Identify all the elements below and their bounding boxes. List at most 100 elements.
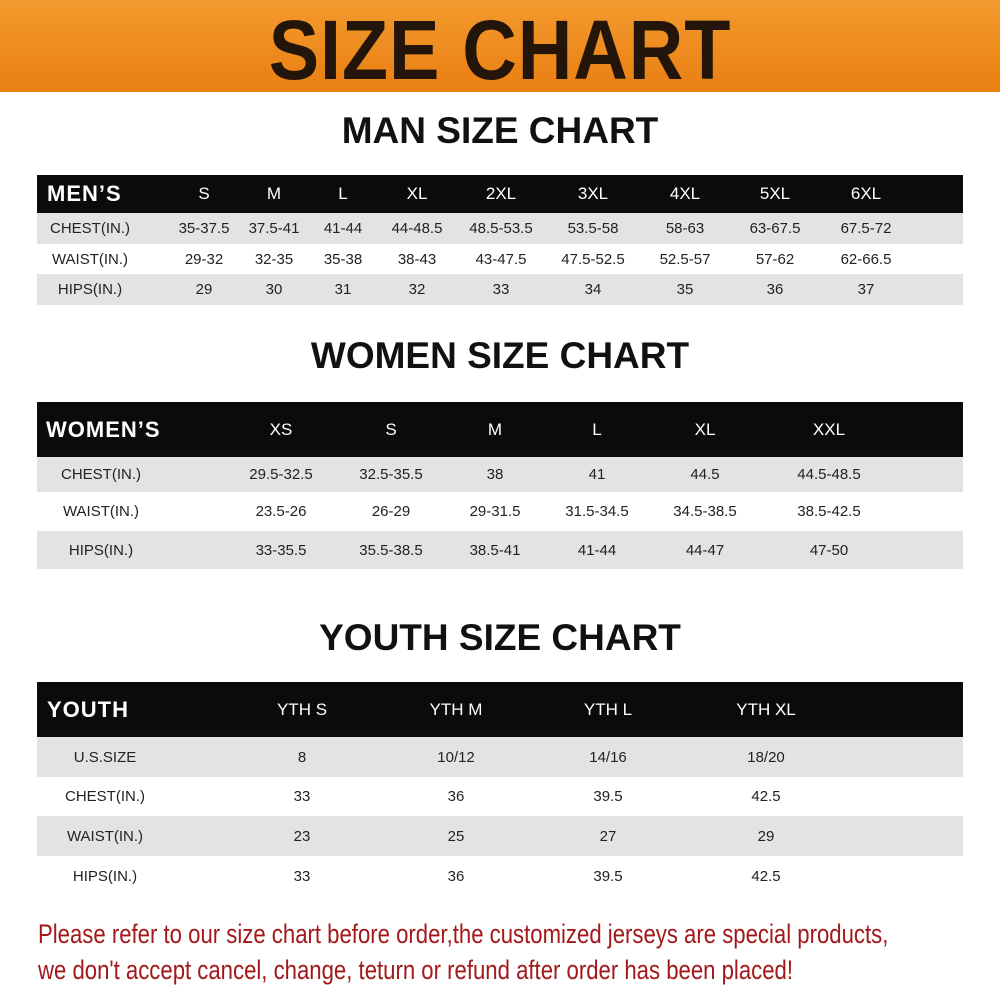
table-cell: 18/20 — [747, 748, 785, 766]
notice-line-2: we don't accept cancel, change, teturn o… — [38, 955, 794, 985]
size-header: XL — [694, 419, 716, 439]
table-cell: 32 — [408, 281, 426, 298]
banner: SIZE CHART — [0, 0, 1000, 97]
table-cell: 48.5-53.5 — [469, 220, 533, 237]
table-cell: 8 — [297, 748, 307, 766]
size-header: M — [266, 184, 282, 203]
size-header: L — [338, 184, 348, 203]
table-cell: 36 — [766, 281, 784, 298]
table-cell: 34.5-38.5 — [673, 503, 737, 520]
table-cell: 39.5 — [593, 867, 623, 885]
table-cell: 26-29 — [371, 503, 411, 520]
table-cell: 33-35.5 — [255, 541, 307, 559]
table-cell: 14/16 — [589, 748, 627, 766]
table-header-row: YOUTH YTH S YTH M YTH L YTH XL — [37, 682, 963, 737]
table-cell: 42.5 — [751, 867, 781, 885]
table-cell: 63-67.5 — [749, 220, 801, 237]
table-cell: 53.5-58 — [567, 220, 619, 237]
table-cell: 29 — [757, 827, 775, 845]
size-header: XS — [269, 419, 293, 439]
table-row: HIPS(IN.) 29 30 31 32 33 34 35 36 37 — [37, 274, 963, 305]
table-cell: 42.5 — [751, 788, 781, 805]
size-header: YTH XL — [736, 699, 796, 719]
table-title: YOUTH — [47, 696, 129, 722]
table-cell: 23 — [293, 827, 311, 845]
table-cell: 32.5-35.5 — [359, 466, 423, 483]
table-cell: 35-37.5 — [178, 220, 230, 237]
table-row: CHEST(IN.) 35-37.5 37.5-41 41-44 44-48.5 48.5… — [37, 213, 963, 244]
table-cell: 29 — [195, 281, 213, 298]
table-cell: 41 — [588, 466, 606, 483]
size-header: M — [487, 419, 503, 439]
size-header: L — [592, 419, 602, 439]
table-cell: 29-31.5 — [469, 503, 521, 520]
table-row: CHEST(IN.) 29.5-32.5 32.5-35.5 38 41 44.5 44.5… — [37, 457, 963, 492]
table-cell: 38.5-41 — [469, 541, 521, 559]
size-header: 5XL — [759, 184, 791, 203]
size-header: XXL — [812, 419, 846, 439]
table-cell: 29.5-32.5 — [249, 466, 313, 483]
table-cell: 32-35 — [254, 250, 294, 268]
table-cell: 33 — [492, 281, 510, 298]
size-header: YTH L — [583, 699, 633, 719]
table-row: HIPS(IN.) 33 36 39.5 42.5 — [37, 856, 963, 896]
table-cell: 31 — [334, 281, 352, 298]
table-row: CHEST(IN.) 33 36 39.5 42.5 — [37, 777, 963, 816]
men-title: MAN SIZE CHART — [341, 110, 659, 151]
banner-title: SIZE CHART — [268, 3, 732, 97]
table-header-row: WOMEN’S XS S M L XL XXL — [37, 402, 963, 457]
row-label: U.S.SIZE — [73, 748, 137, 766]
table-row: WAIST(IN.) 23 25 27 29 — [37, 816, 963, 856]
table-cell: 30 — [265, 281, 283, 298]
table-cell: 27 — [599, 827, 617, 845]
table-cell: 23.5-26 — [255, 503, 307, 520]
table-cell: 35.5-38.5 — [359, 541, 423, 559]
row-label: HIPS(IN.) — [57, 281, 123, 298]
size-header: YTH S — [276, 699, 328, 719]
order-notice: Please refer to our size chart before or… — [38, 916, 888, 988]
table-cell: 33 — [293, 788, 311, 805]
size-header: XL — [406, 184, 428, 203]
table-cell: 41-44 — [577, 541, 617, 559]
youth-title: YOUTH SIZE CHART — [319, 617, 681, 658]
table-cell: 47-50 — [809, 541, 849, 559]
table-cell: 44.5-48.5 — [797, 466, 861, 483]
size-header: 4XL — [669, 184, 701, 203]
table-cell: 44-47 — [685, 541, 725, 559]
table-cell: 35 — [676, 281, 694, 298]
table-cell: 44.5 — [690, 466, 720, 483]
table-cell: 62-66.5 — [840, 250, 892, 268]
table-cell: 31.5-34.5 — [565, 503, 629, 520]
table-cell: 41-44 — [323, 220, 363, 237]
row-label: WAIST(IN.) — [66, 827, 144, 845]
table-cell: 38-43 — [397, 250, 437, 268]
size-header: S — [198, 184, 210, 203]
table-cell: 10/12 — [437, 748, 475, 766]
table-title: WOMEN’S — [46, 416, 161, 442]
notice-line-1: Please refer to our size chart before or… — [38, 919, 889, 949]
table-cell: 52.5-57 — [659, 250, 711, 268]
table-row: WAIST(IN.) 23.5-26 26-29 29-31.5 31.5-34.5 34… — [37, 492, 963, 531]
table-cell: 29-32 — [184, 250, 224, 268]
table-row: WAIST(IN.) 29-32 32-35 35-38 38-43 43-47.5 47.… — [37, 244, 963, 274]
size-header: YTH M — [429, 699, 483, 719]
table-cell: 34 — [584, 281, 602, 298]
table-cell: 37.5-41 — [248, 220, 300, 237]
size-header: 6XL — [850, 184, 882, 203]
table-row: U.S.SIZE 8 10/12 14/16 18/20 — [37, 737, 963, 777]
table-cell: 58-63 — [665, 220, 705, 237]
table-cell: 47.5-52.5 — [561, 250, 625, 268]
women-title: WOMEN SIZE CHART — [310, 335, 690, 376]
table-cell: 44-48.5 — [391, 220, 443, 237]
size-header: 3XL — [577, 184, 609, 203]
table-cell: 57-62 — [755, 250, 795, 268]
row-label: WAIST(IN.) — [62, 503, 140, 520]
table-cell: 43-47.5 — [475, 250, 527, 268]
row-label: HIPS(IN.) — [68, 541, 134, 559]
row-label: WAIST(IN.) — [51, 250, 129, 268]
table-cell: 38 — [486, 466, 504, 483]
table-row: HIPS(IN.) 33-35.5 35.5-38.5 38.5-41 41-44 44-… — [37, 531, 963, 569]
table-cell: 36 — [447, 867, 465, 885]
table-cell: 37 — [857, 281, 875, 298]
